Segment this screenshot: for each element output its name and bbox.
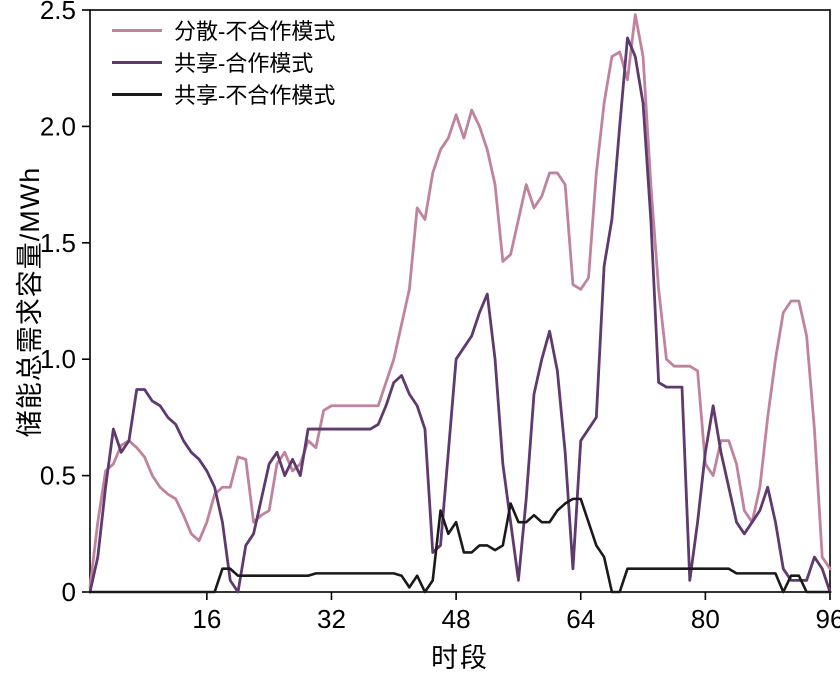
series-line-1 xyxy=(88,36,832,594)
legend-line-swatch xyxy=(112,60,162,64)
legend-item: 共享-合作模式 xyxy=(112,48,335,76)
series-line-2 xyxy=(88,497,832,594)
legend: 分散-不合作模式 共享-合作模式 共享-不合作模式 xyxy=(112,16,335,108)
plot-frame xyxy=(89,9,831,593)
legend-label: 共享-不合作模式 xyxy=(174,83,336,108)
y-axis-label: 储能总需求容量/MWh xyxy=(15,166,45,438)
legend-label: 分散-不合作模式 xyxy=(174,19,336,44)
legend-label: 共享-合作模式 xyxy=(174,51,314,76)
legend-line-swatch xyxy=(112,92,162,96)
y-tick-label: 0.5 xyxy=(40,461,76,491)
x-tick-label: 32 xyxy=(317,604,346,634)
x-axis-label: 时段 xyxy=(431,643,489,673)
x-tick-label: 80 xyxy=(691,604,720,634)
x-tick-label: 16 xyxy=(192,604,221,634)
x-tick-label: 96 xyxy=(816,604,840,634)
legend-item: 共享-不合作模式 xyxy=(112,80,335,108)
y-tick-label: 0 xyxy=(62,577,76,607)
legend-item: 分散-不合作模式 xyxy=(112,16,335,44)
x-tick-label: 48 xyxy=(442,604,471,634)
series-line-0 xyxy=(88,13,832,589)
y-tick-label: 2.5 xyxy=(40,0,76,25)
y-tick-label: 2.0 xyxy=(40,111,76,141)
y-tick-label: 1.0 xyxy=(40,344,76,374)
y-tick-label: 1.5 xyxy=(40,228,76,258)
x-tick-label: 64 xyxy=(566,604,595,634)
legend-line-swatch xyxy=(112,28,162,32)
